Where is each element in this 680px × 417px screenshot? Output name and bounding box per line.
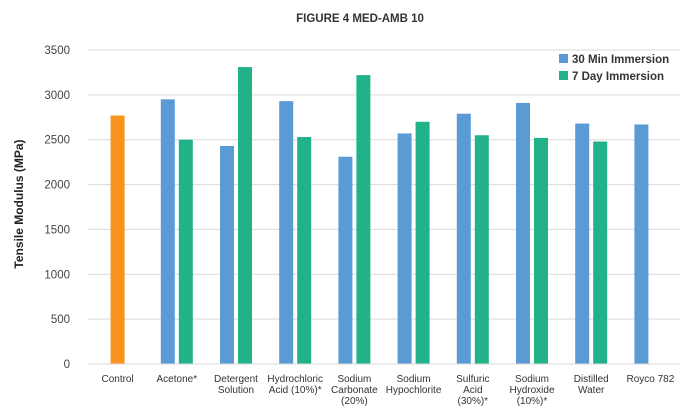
y-tick-label: 2000 xyxy=(44,180,70,192)
x-tick-label: Control xyxy=(101,374,133,385)
legend: 30 Min Immersion 7 Day Immersion xyxy=(559,54,669,83)
x-tick-label: Distilled Water xyxy=(574,374,609,396)
y-tick-label: 0 xyxy=(64,359,70,371)
x-tick-label: Detergent Solution xyxy=(214,374,258,396)
y-tick-label: 3500 xyxy=(44,45,70,57)
bar-30-min-immersion xyxy=(160,99,175,364)
x-tick-label: Royco 782 xyxy=(626,374,674,385)
y-axis-title: Tensile Modulus (MPa) xyxy=(12,139,26,268)
legend-label: 30 Min Immersion xyxy=(572,54,669,66)
bar-30-min-immersion xyxy=(279,101,294,364)
bar-7-day-immersion xyxy=(356,75,371,365)
bar-30-min-immersion xyxy=(516,102,530,364)
y-tick-label: 1000 xyxy=(44,269,70,281)
gridlines xyxy=(88,49,680,320)
legend-label: 7 Day Immersion xyxy=(572,71,664,83)
bar-30-min-immersion xyxy=(575,123,590,365)
bar-30-min-immersion xyxy=(397,133,412,364)
bar-7-day-immersion xyxy=(178,139,193,364)
bar-30-min-immersion xyxy=(456,113,471,364)
x-tick-label: Sodium Carbonate (20%) xyxy=(331,374,378,407)
bars xyxy=(110,67,649,365)
x-tick-label: Sodium Hydroxide (10%)* xyxy=(509,374,554,407)
bar-30-min-immersion xyxy=(634,124,649,364)
chart-title: FIGURE 4 MED-AMB 10 xyxy=(296,13,424,25)
bar-7-day-immersion xyxy=(534,137,548,364)
x-tick-label: Acetone* xyxy=(157,374,198,385)
x-tick-label: Hydrochloric Acid (10%)* xyxy=(267,374,323,396)
x-tick-label: Sodium Hypochlorite xyxy=(386,374,442,396)
y-axis-tick-labels: 0 500 1000 1500 2000 2500 3000 3500 xyxy=(44,45,70,371)
bar-7-day-immersion xyxy=(297,137,312,364)
legend-swatch xyxy=(559,54,568,63)
legend-swatch xyxy=(559,71,568,80)
y-tick-label: 3000 xyxy=(44,90,70,102)
x-axis-category-labels: Control Acetone* Detergent Solution Hydrochl… xyxy=(101,374,674,407)
bar-30-min-immersion xyxy=(220,145,234,364)
y-tick-label: 1500 xyxy=(44,224,70,236)
bar-30-min-immersion xyxy=(338,156,353,364)
bar-control xyxy=(110,115,125,365)
bar-7-day-immersion xyxy=(415,121,430,365)
y-tick-label: 2500 xyxy=(44,135,70,147)
bar-7-day-immersion xyxy=(474,135,489,364)
bar-7-day-immersion xyxy=(593,141,608,364)
y-tick-label: 500 xyxy=(51,314,70,326)
bar-7-day-immersion xyxy=(238,67,252,364)
x-tick-label: Sulfuric Acid (30%)* xyxy=(456,374,489,407)
